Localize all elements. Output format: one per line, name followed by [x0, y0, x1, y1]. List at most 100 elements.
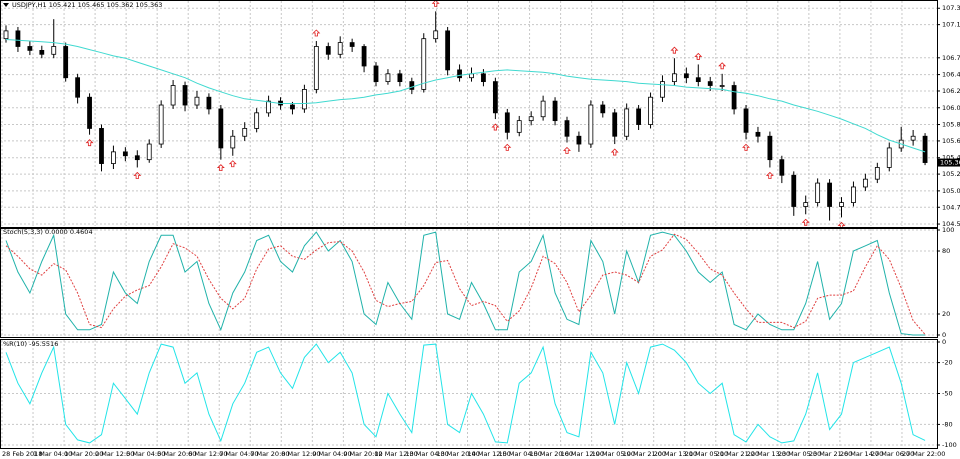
candle-body [313, 46, 319, 90]
x-tick-label: 15 Mar 20:00 [530, 450, 573, 458]
candle-body [27, 46, 33, 51]
candle-body [433, 30, 439, 40]
indicator-line [5, 233, 926, 335]
candle-body [492, 81, 498, 114]
y-tick-label: 104.790 [942, 203, 960, 211]
fractal-down [216, 164, 225, 172]
y-tick-label: 104.575 [942, 220, 960, 228]
candle-body [516, 120, 522, 133]
x-tick-label: 21 Mar 21:00 [716, 450, 759, 458]
candle-body [146, 143, 152, 161]
fractal-down [228, 160, 237, 168]
candle-body [683, 73, 689, 79]
candle-body [564, 120, 570, 137]
candle-body [576, 135, 582, 145]
candle-body [624, 108, 630, 137]
x-tick-label: 9 Mar 20:00 [343, 450, 382, 458]
candle-body [862, 178, 868, 188]
candle-body [301, 89, 307, 110]
x-tick-label: 27 Mar 06:00 [871, 450, 914, 458]
x-tick-label: 12 Mar 12:00 [374, 450, 417, 458]
fractal-up [718, 62, 727, 70]
candle-body [266, 100, 271, 114]
candle-body [242, 128, 248, 137]
last-price-label: 105.363 [940, 159, 960, 167]
x-tick-label: 7 Mar 04:00 [219, 450, 258, 458]
candle-body [373, 65, 379, 83]
fractal-down [85, 139, 94, 147]
candle-body [397, 73, 403, 83]
fractal-up [694, 52, 703, 60]
fractal-down [801, 218, 810, 226]
candle-body [660, 81, 665, 98]
y-tick-label: 105.640 [942, 137, 960, 145]
candle-body [218, 108, 224, 149]
y-tick-label: 107.130 [942, 21, 960, 29]
candle-body [51, 46, 57, 55]
moving-average [5, 39, 926, 153]
candle-body [194, 96, 200, 106]
x-tick-label: 23 Mar 05:00 [778, 450, 821, 458]
indicator-line [5, 343, 926, 444]
x-tick-label: 23 Mar 21:00 [809, 450, 852, 458]
y-tick-label: 105.425 [942, 154, 960, 162]
fractal-up [670, 46, 679, 54]
fractal-down [765, 171, 774, 179]
candle-body [767, 135, 773, 161]
panel-frame [0, 228, 938, 338]
candle-body [815, 182, 821, 203]
candle-body [648, 96, 653, 125]
candle-body [182, 85, 188, 106]
candle-body [481, 73, 486, 83]
candle-body [170, 85, 176, 106]
x-tick-label: 6 Mar 12:00 [188, 450, 227, 458]
x-tick-label: 27 Mar 22:00 [902, 450, 945, 458]
candle-body [612, 112, 618, 137]
x-tick-label: 15 Mar 04:00 [499, 450, 542, 458]
candle-body [230, 135, 236, 149]
candle-body [134, 155, 140, 161]
candle-body [122, 151, 128, 157]
x-tick-label: 14 Mar 12:00 [468, 450, 511, 458]
candle-body [803, 202, 809, 207]
x-tick-label: 5 Mar 20:00 [157, 450, 196, 458]
candle-body [779, 159, 785, 176]
stoch-title: Stoch(5,3,3) 0.0000 0.4604 [3, 228, 93, 236]
candle-body [15, 30, 21, 47]
candle-body [206, 96, 212, 110]
x-tick-label: 8 Mar 12:00 [281, 450, 320, 458]
y-tick-label: 20 [942, 310, 950, 318]
x-tick-label: 26 Mar 14:00 [840, 450, 883, 458]
candle-body [731, 85, 737, 110]
candle-body [528, 116, 534, 122]
x-tick-label: 13 Mar 20:00 [436, 450, 479, 458]
y-tick-label: 106.065 [942, 104, 960, 112]
x-tick-label: 21 Mar 05:00 [685, 450, 728, 458]
x-tick-label: 2 Mar 12:00 [95, 450, 134, 458]
y-tick-label: 105.850 [942, 121, 960, 129]
candle-body [385, 73, 391, 83]
candle-body [743, 108, 749, 133]
y-tick-label: 105.000 [942, 187, 960, 195]
symbol-icon [3, 3, 9, 7]
candle-body [886, 147, 892, 168]
candle-body [791, 174, 797, 207]
candle-body [600, 104, 606, 114]
y-tick-label: -80 [942, 420, 953, 428]
y-tick-label: 107.340 [942, 4, 960, 12]
x-tick-label: 19 Mar 21:00 [623, 450, 666, 458]
fractal-down [133, 171, 142, 179]
y-tick-label: 106.705 [942, 54, 960, 62]
x-tick-label: 7 Mar 20:00 [250, 450, 289, 458]
main-title: USDJPY,H1 105.421 105.465 105.362 105.36… [12, 1, 162, 9]
candle-body [337, 42, 343, 55]
candle-body [695, 77, 701, 83]
x-tick-label: 9 Mar 04:00 [312, 450, 351, 458]
candle-body [325, 46, 331, 55]
candle-body [588, 104, 594, 145]
y-tick-label: -100 [942, 441, 957, 449]
candle-body [719, 85, 725, 87]
candle-body [672, 73, 677, 83]
candle-body [111, 151, 116, 164]
